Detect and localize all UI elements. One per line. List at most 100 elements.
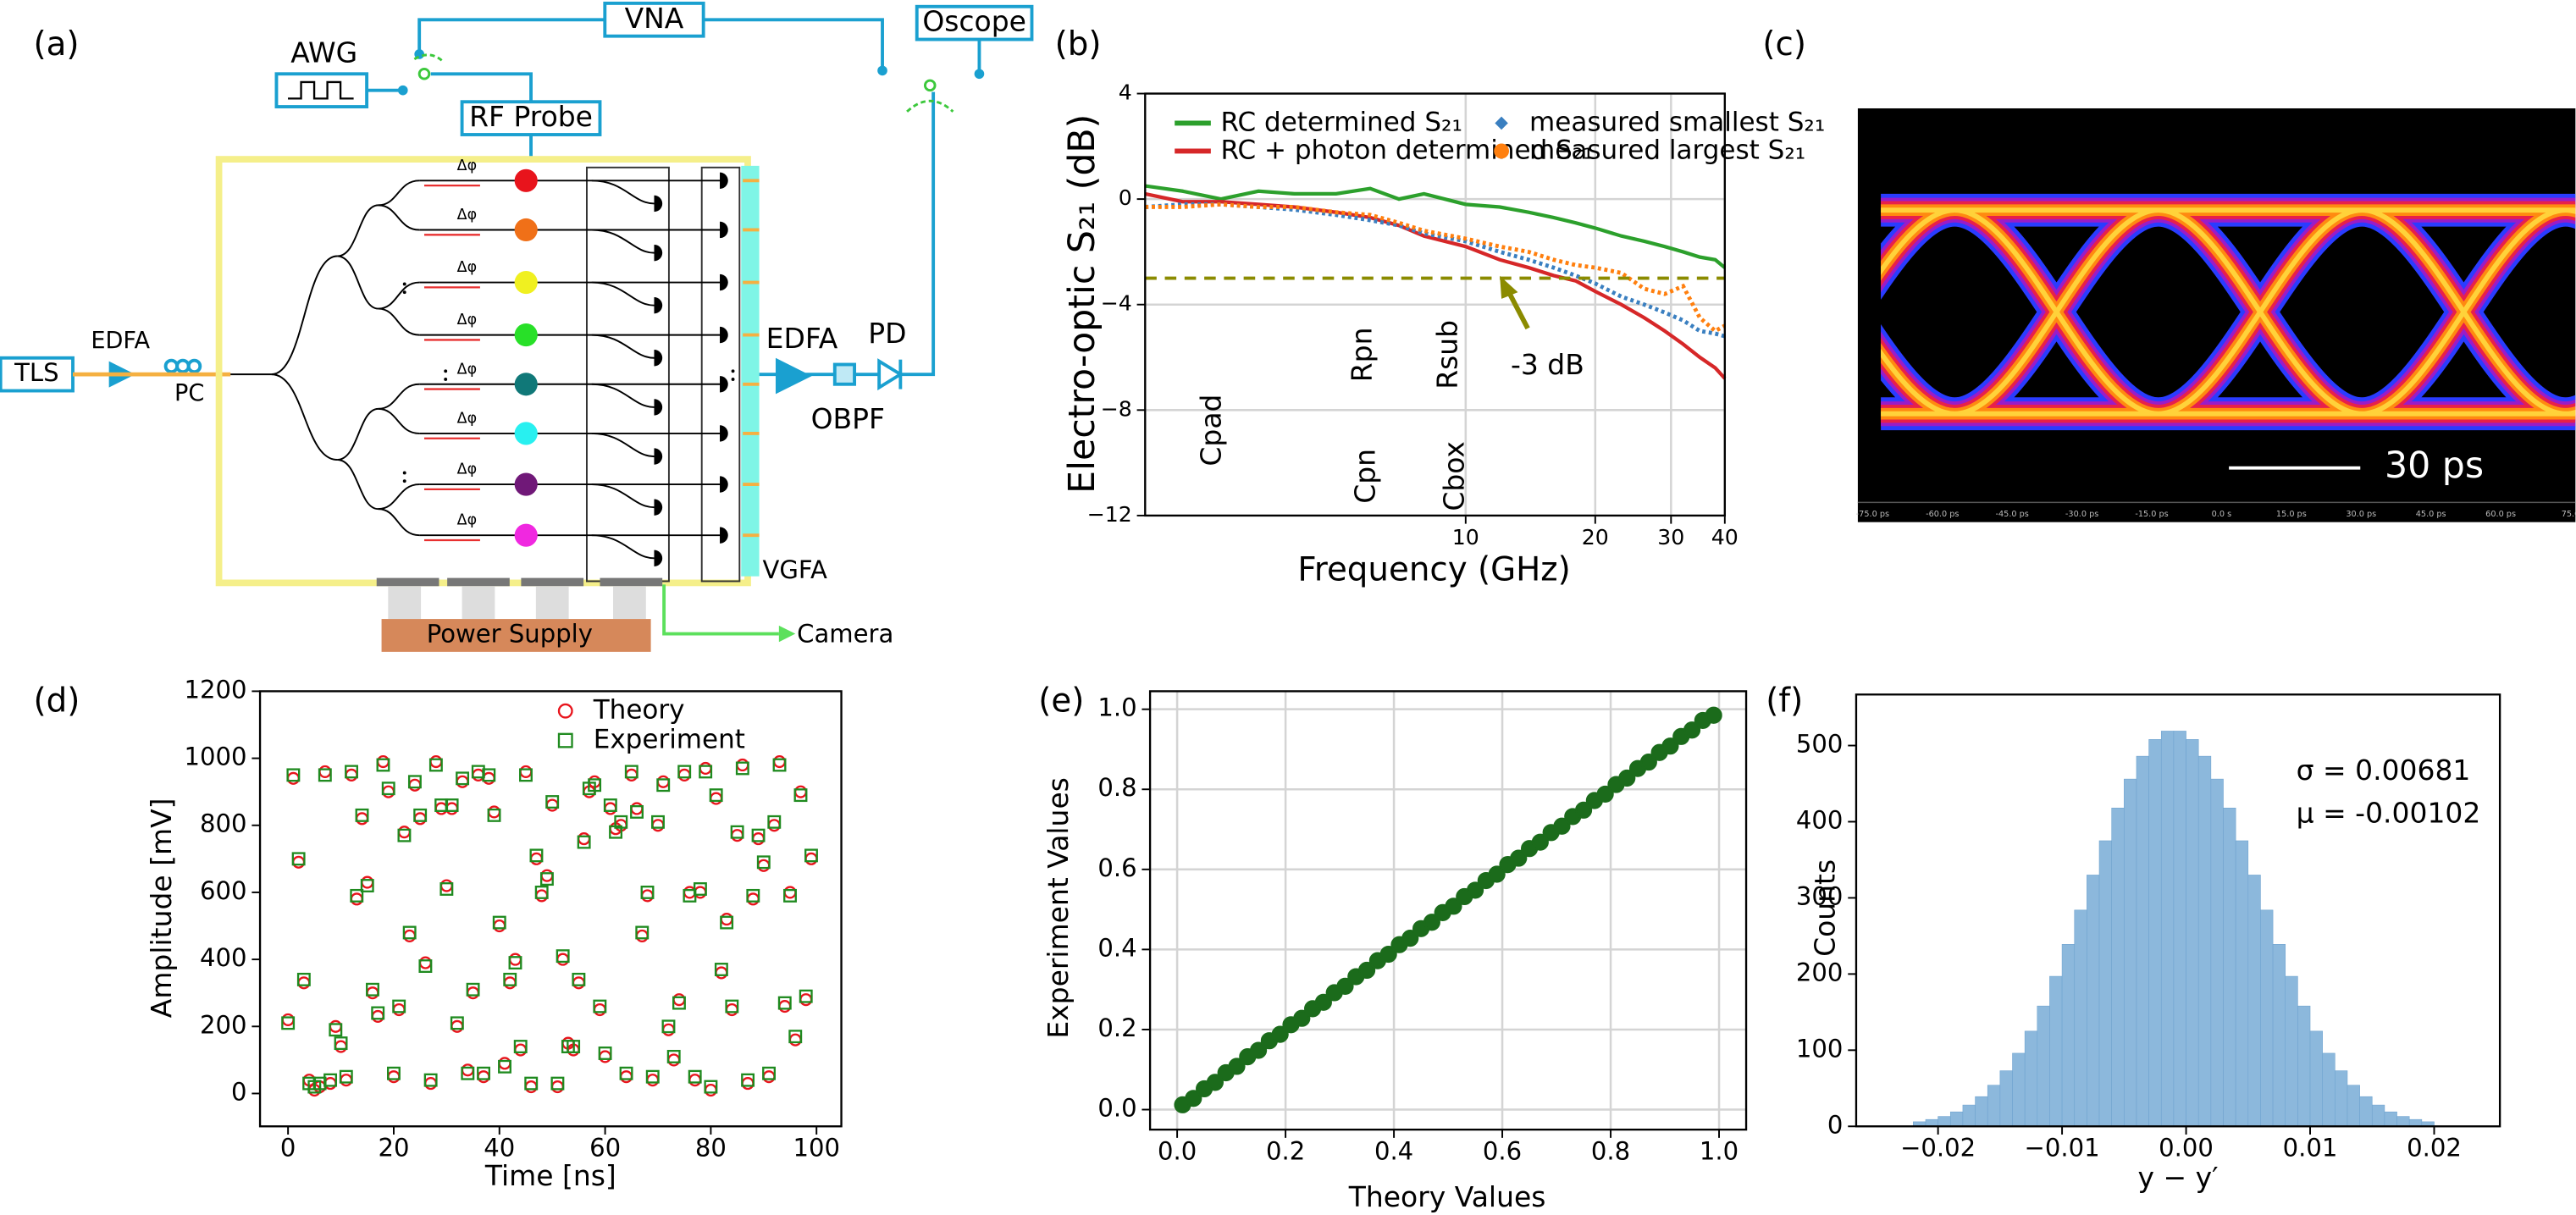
marker — [524, 1076, 539, 1091]
diagram-circle — [923, 79, 937, 92]
diagram-path — [662, 584, 779, 636]
marker — [656, 778, 671, 793]
marker — [450, 1016, 464, 1030]
y-tick-label: 1000 — [185, 743, 247, 771]
x-tick-label: 80 — [695, 1133, 727, 1162]
phase-shifter-label: Δφ — [457, 157, 477, 174]
y-tick-label: −8 — [1101, 396, 1132, 421]
detector — [654, 448, 663, 465]
marker — [1271, 1025, 1289, 1043]
x-tick-label: 0.02 — [2407, 1133, 2462, 1162]
label: VGFA — [762, 555, 826, 584]
marker — [387, 1066, 401, 1080]
diagram-rect — [600, 577, 663, 587]
x-tick-label: 30 — [1657, 525, 1684, 550]
x-tick-label: 0.00 — [2159, 1133, 2214, 1162]
marker — [725, 999, 739, 1013]
x-tick-label: 40 — [484, 1133, 515, 1162]
diagram-circle — [402, 282, 406, 286]
marker — [1488, 865, 1506, 883]
marker — [635, 925, 650, 940]
diagram-path — [337, 407, 379, 461]
marker — [630, 804, 644, 819]
phase-shifter-label: Δφ — [457, 361, 477, 378]
marker — [603, 798, 617, 812]
label: RF Probe — [469, 100, 593, 133]
marker — [477, 1066, 490, 1080]
marker — [577, 835, 591, 849]
marker — [439, 882, 454, 896]
y-axis-label: Counts — [1809, 859, 1842, 957]
x-axis-label: y − y′ — [2138, 1161, 2219, 1194]
marker — [466, 982, 480, 997]
marker — [1293, 1009, 1311, 1027]
bar — [2396, 1116, 2410, 1127]
marker — [709, 788, 723, 803]
bar — [2247, 875, 2261, 1127]
marker — [804, 848, 818, 863]
bar — [2223, 808, 2236, 1127]
detector — [654, 195, 663, 213]
eye-time-label: -45.0 ps — [1996, 510, 2029, 519]
channel-dot — [514, 422, 538, 445]
x-tick-label: 1.0 — [1700, 1136, 1739, 1165]
phase-shifter-label: Δφ — [457, 410, 477, 427]
marker — [704, 1080, 718, 1094]
legend-marker — [1494, 143, 1510, 159]
diagram-rect — [741, 165, 760, 577]
diagram-path — [378, 383, 420, 410]
marker — [1401, 930, 1419, 947]
marker — [350, 888, 364, 903]
x-tick-label: 0 — [280, 1133, 296, 1162]
y-tick-label: 1200 — [185, 675, 247, 704]
tap — [591, 534, 655, 560]
plot-frame — [1148, 690, 1748, 1131]
bar — [2173, 731, 2186, 1127]
inset-label: Rpn — [1346, 328, 1379, 383]
eye-time-label: -60.0 ps — [1926, 510, 1959, 519]
marker — [323, 1073, 338, 1087]
diagram-g — [413, 53, 954, 113]
inset-label: Cbox — [1437, 441, 1470, 511]
diagram-circle — [731, 369, 735, 373]
marker — [550, 1076, 565, 1091]
detector — [720, 273, 728, 291]
bar — [2359, 1096, 2373, 1127]
diagram-path — [877, 358, 904, 391]
bar — [2235, 840, 2249, 1127]
label: Oscope — [922, 5, 1026, 38]
marker — [360, 879, 374, 892]
label: OBPF — [811, 402, 885, 435]
marker — [767, 815, 782, 829]
detector — [720, 376, 728, 393]
marker — [1683, 721, 1701, 739]
tap — [591, 179, 655, 205]
marker — [1206, 1074, 1224, 1091]
marker — [418, 959, 433, 973]
marker — [741, 1073, 755, 1087]
y-tick-label: 0.6 — [1097, 853, 1136, 882]
diagram-rect — [376, 577, 439, 587]
x-tick-label: 40 — [1711, 525, 1739, 550]
scale-label: 30 ps — [2385, 445, 2484, 487]
diagram-circle — [731, 378, 735, 381]
bar — [2111, 808, 2125, 1127]
diagram-rect — [462, 586, 495, 620]
diagram-polygon — [778, 625, 796, 643]
channel-dot — [514, 323, 538, 347]
marker — [423, 1073, 438, 1087]
marker — [371, 1006, 385, 1020]
bar — [2186, 739, 2199, 1127]
marker — [539, 872, 554, 886]
diagram-path — [430, 72, 533, 102]
bar — [1949, 1111, 1964, 1127]
marker — [487, 808, 501, 822]
detector — [720, 425, 728, 442]
inset-label: Cpad — [1194, 395, 1227, 467]
bar — [1987, 1085, 2001, 1127]
channel-dot — [514, 472, 538, 496]
bar — [2136, 755, 2149, 1127]
marker — [392, 999, 406, 1013]
legend-label: Experiment — [594, 725, 745, 755]
